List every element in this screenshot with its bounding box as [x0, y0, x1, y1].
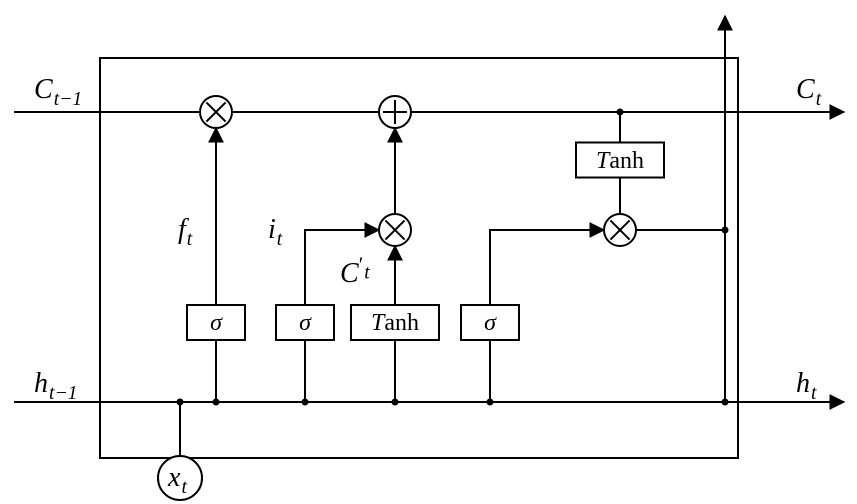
junction-dot	[392, 399, 399, 406]
label-h_out: ht	[796, 368, 817, 404]
gate-label-f: σ	[210, 310, 223, 336]
label-Cp_t: C′t	[340, 253, 370, 290]
label-i_t: it	[268, 214, 283, 250]
edge	[636, 230, 725, 402]
gate-label-o: σ	[484, 310, 497, 336]
junction-dot	[487, 399, 494, 406]
junction-dot	[213, 399, 220, 406]
gate-label-Cp: Tanh	[371, 310, 419, 336]
edge	[490, 230, 604, 305]
junction-dot	[722, 227, 729, 234]
tanh-out-label: Tanh	[596, 148, 644, 174]
label-C_in: Ct−1	[34, 74, 82, 110]
junction-dot	[177, 399, 184, 406]
junction-dot	[617, 109, 624, 116]
junction-dot	[302, 399, 309, 406]
gate-label-i: σ	[299, 310, 312, 336]
junction-dot	[722, 399, 729, 406]
label-h_in: ht−1	[34, 368, 77, 404]
cell-box	[100, 58, 738, 458]
label-f_t: ft	[178, 214, 193, 250]
label-C_out: Ct	[796, 74, 822, 110]
lstm-diagram: σσTanhσTanhCt−1Ctht−1htftitC′txt	[0, 0, 857, 504]
